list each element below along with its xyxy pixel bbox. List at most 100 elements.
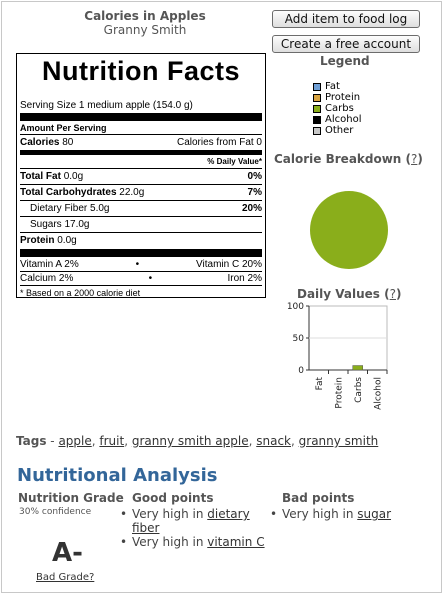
bad-grade-link[interactable]: Bad Grade? — [36, 572, 95, 583]
legend-label: Fat — [325, 81, 340, 92]
bad-point-item: Very high in sugar — [268, 507, 418, 521]
good-point-item: Very high in dietary fiber — [118, 507, 268, 535]
protein-label: Protein — [20, 235, 55, 246]
fiber-pct: 20% — [241, 203, 262, 214]
nutritional-analysis-title: Nutritional Analysis — [17, 465, 218, 486]
y-tick-label: 50 — [293, 334, 305, 344]
x-tick-label: Carbs — [354, 377, 364, 403]
tag-separator: , — [248, 434, 257, 448]
iron: Iron 2% — [227, 273, 262, 284]
legend-label: Protein — [325, 92, 361, 103]
total-fat-value: 0.0g — [63, 171, 84, 182]
tag-link[interactable]: snack — [256, 434, 291, 448]
legend-swatch — [313, 115, 321, 124]
pie-slice-carbs — [310, 191, 388, 269]
tag-link[interactable]: apple — [58, 434, 92, 448]
grade-confidence: 30% confidence — [19, 507, 92, 517]
food-heading: Calories in Apples Granny Smith — [60, 9, 230, 37]
protein-row: Protein 0.0g — [20, 233, 262, 248]
calories-label: Calories — [20, 137, 60, 148]
total-carb-row: Total Carbohydrates 22.0g 7% — [20, 185, 262, 201]
daily-values-bar-chart: 0 50 100 Fat Protein Carbs Alcohol — [287, 302, 388, 410]
food-title: Calories in Apples — [84, 9, 206, 23]
calorie-breakdown-help-link[interactable]: ? — [411, 152, 418, 166]
nutrition-grade: A- — [52, 538, 83, 568]
vitamin-a: Vitamin A 2% — [20, 259, 79, 270]
separator-dot: • — [148, 273, 153, 284]
tags-separator: - — [46, 434, 59, 448]
calorie-breakdown-label: Calorie Breakdown — [274, 152, 402, 166]
create-account-button[interactable]: Create a free account — [272, 35, 420, 53]
calories-value: 80 — [62, 137, 74, 148]
calories-row: Calories 80 Calories from Fat 0 — [20, 135, 262, 151]
point-text: Very high in — [132, 507, 208, 521]
point-link[interactable]: vitamin C — [207, 535, 265, 549]
legend-label: Alcohol — [325, 114, 362, 125]
total-carb-value: 22.0g — [119, 187, 145, 198]
good-points-header: Good points — [132, 491, 214, 505]
good-point-item: Very high in vitamin C — [118, 535, 268, 549]
total-fat-label: Total Fat — [20, 171, 61, 182]
divider — [20, 151, 262, 155]
tag-separator: , — [291, 434, 299, 448]
sugars-label: Sugars 17.0g — [30, 219, 90, 230]
point-text: Very high in — [132, 535, 208, 549]
footnote-text: * Based on a — [20, 288, 72, 298]
bad-points-list: Very high in sugar — [268, 507, 418, 521]
daily-values-title: Daily Values (?) — [297, 287, 402, 301]
point-link[interactable]: sugar — [357, 507, 392, 521]
point-link[interactable]: dietary fiber — [132, 507, 250, 535]
divider — [20, 113, 262, 121]
daily-values-help-link[interactable]: ? — [389, 287, 396, 301]
total-fat-row: Total Fat 0.0g 0% — [20, 169, 262, 185]
vitamin-row-1: Vitamin A 2% • Vitamin C 20% — [20, 258, 262, 272]
calorie-breakdown-title: Calorie Breakdown (?) — [274, 152, 423, 166]
point-text: Very high in — [282, 507, 358, 521]
tag-link[interactable]: granny smith apple — [131, 434, 249, 448]
daily-value-header: % Daily Value* — [20, 156, 262, 169]
legend-swatch — [313, 104, 321, 113]
y-tick-label: 100 — [287, 302, 304, 312]
nutrition-facts-title: Nutrition Facts — [41, 56, 240, 86]
footnote: * Based on a 2000 calorie diet — [20, 286, 262, 300]
calcium: Calcium 2% — [20, 273, 74, 284]
bar-carbs — [352, 365, 363, 371]
legend-swatch — [313, 82, 321, 91]
x-tick-label: Fat — [315, 377, 325, 391]
calorie-diet-link[interactable]: 2000 calorie diet — [74, 288, 141, 298]
x-tick-label: Protein — [334, 377, 344, 409]
total-carb-pct: 7% — [247, 187, 262, 198]
add-to-food-log-button[interactable]: Add item to food log — [272, 10, 420, 28]
tag-link[interactable]: granny smith — [298, 434, 379, 448]
legend-swatch — [313, 126, 321, 135]
tag-separator: , — [91, 434, 100, 448]
good-points-list: Very high in dietary fiberVery high in v… — [118, 507, 268, 549]
legend: Fat Protein Carbs Alcohol Other — [313, 81, 361, 136]
amount-per-serving: Amount Per Serving — [20, 122, 262, 135]
divider — [20, 249, 262, 257]
legend-item: Other — [313, 125, 361, 136]
x-tick-label: Alcohol — [373, 377, 383, 410]
legend-item: Protein — [313, 92, 361, 103]
legend-item: Alcohol — [313, 114, 361, 125]
total-carb-label: Total Carbohydrates — [20, 187, 117, 198]
legend-item: Fat — [313, 81, 361, 92]
nutrition-facts-label: Nutrition Facts Serving Size 1 medium ap… — [16, 53, 266, 298]
daily-values-label: Daily Values — [297, 287, 380, 301]
serving-size: Serving Size 1 medium apple (154.0 g) — [20, 100, 193, 111]
protein-value: 0.0g — [57, 235, 77, 246]
tag-link[interactable]: fruit — [99, 434, 125, 448]
food-variety: Granny Smith — [103, 23, 187, 37]
nutrition-grade-header: Nutrition Grade — [18, 491, 124, 505]
separator-dot: • — [135, 259, 140, 270]
calorie-breakdown-pie-chart — [310, 191, 388, 269]
sugars-row: Sugars 17.0g — [20, 217, 262, 233]
legend-label: Other — [325, 125, 354, 136]
bad-points-header: Bad points — [282, 491, 355, 505]
calories-from-fat: Calories from Fat 0 — [176, 137, 262, 148]
tags-label: Tags — [16, 434, 47, 448]
legend-swatch — [313, 93, 321, 102]
vitamin-row-2: Calcium 2% • Iron 2% — [20, 272, 262, 286]
legend-title: Legend — [320, 54, 370, 68]
